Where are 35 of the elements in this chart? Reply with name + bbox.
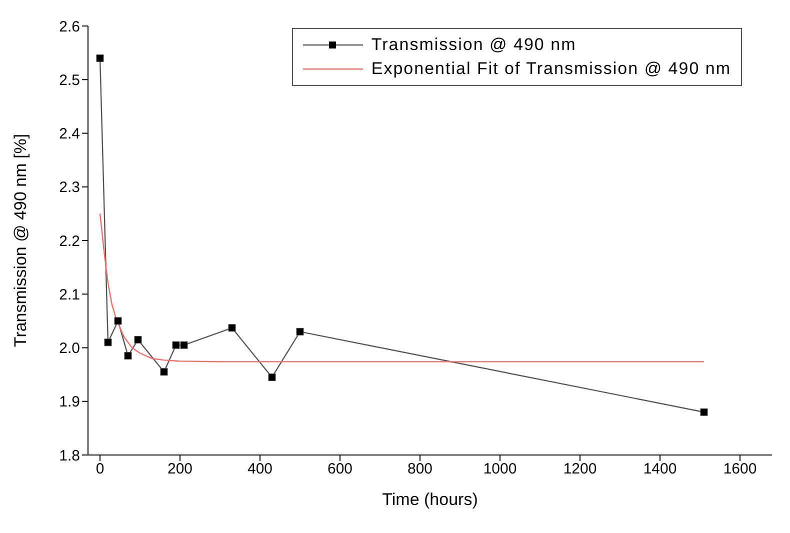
point: [124, 352, 132, 360]
point: [700, 408, 708, 416]
x-tick-label: 1200: [563, 460, 597, 478]
point: [134, 336, 142, 344]
y-axis-title: Transmission @ 490 nm [%]: [11, 134, 30, 348]
y-tick-label: 2.4: [59, 126, 80, 143]
y-tick-label: 2.0: [59, 340, 80, 358]
x-tick-label: 0: [96, 460, 104, 478]
point: [96, 54, 104, 62]
point: [296, 328, 304, 336]
x-tick-label: 1600: [723, 460, 757, 478]
line-series: [99, 213, 705, 362]
y-tick-label: 2.1: [59, 286, 80, 304]
point: [268, 373, 276, 381]
y-tick-label: 2.5: [59, 72, 80, 89]
x-tick-label: 1000: [483, 460, 517, 478]
y-tick-label: 1.8: [59, 447, 80, 464]
x-tick-label: 800: [407, 460, 433, 478]
point: [180, 341, 188, 349]
y-tick-label: 1.9: [59, 394, 80, 411]
legend-label: Exponential Fit of Transmission @ 490 nm: [371, 58, 731, 80]
y-tick-label: 2.6: [59, 18, 80, 36]
point: [228, 324, 236, 332]
y-tick-label: 2.3: [59, 179, 80, 196]
x-tick-label: 600: [327, 460, 353, 478]
x-tick-label: 1400: [643, 460, 677, 478]
point: [114, 317, 122, 325]
x-tick-label: 400: [247, 460, 273, 478]
y-tick-label: 2.2: [59, 232, 80, 250]
point: [104, 338, 112, 346]
point: [172, 341, 180, 349]
point: [160, 368, 168, 376]
x-tick-label: 200: [167, 460, 193, 478]
legend-label: Transmission @ 490 nm: [371, 34, 576, 56]
x-axis-title: Time (hours): [382, 490, 478, 509]
